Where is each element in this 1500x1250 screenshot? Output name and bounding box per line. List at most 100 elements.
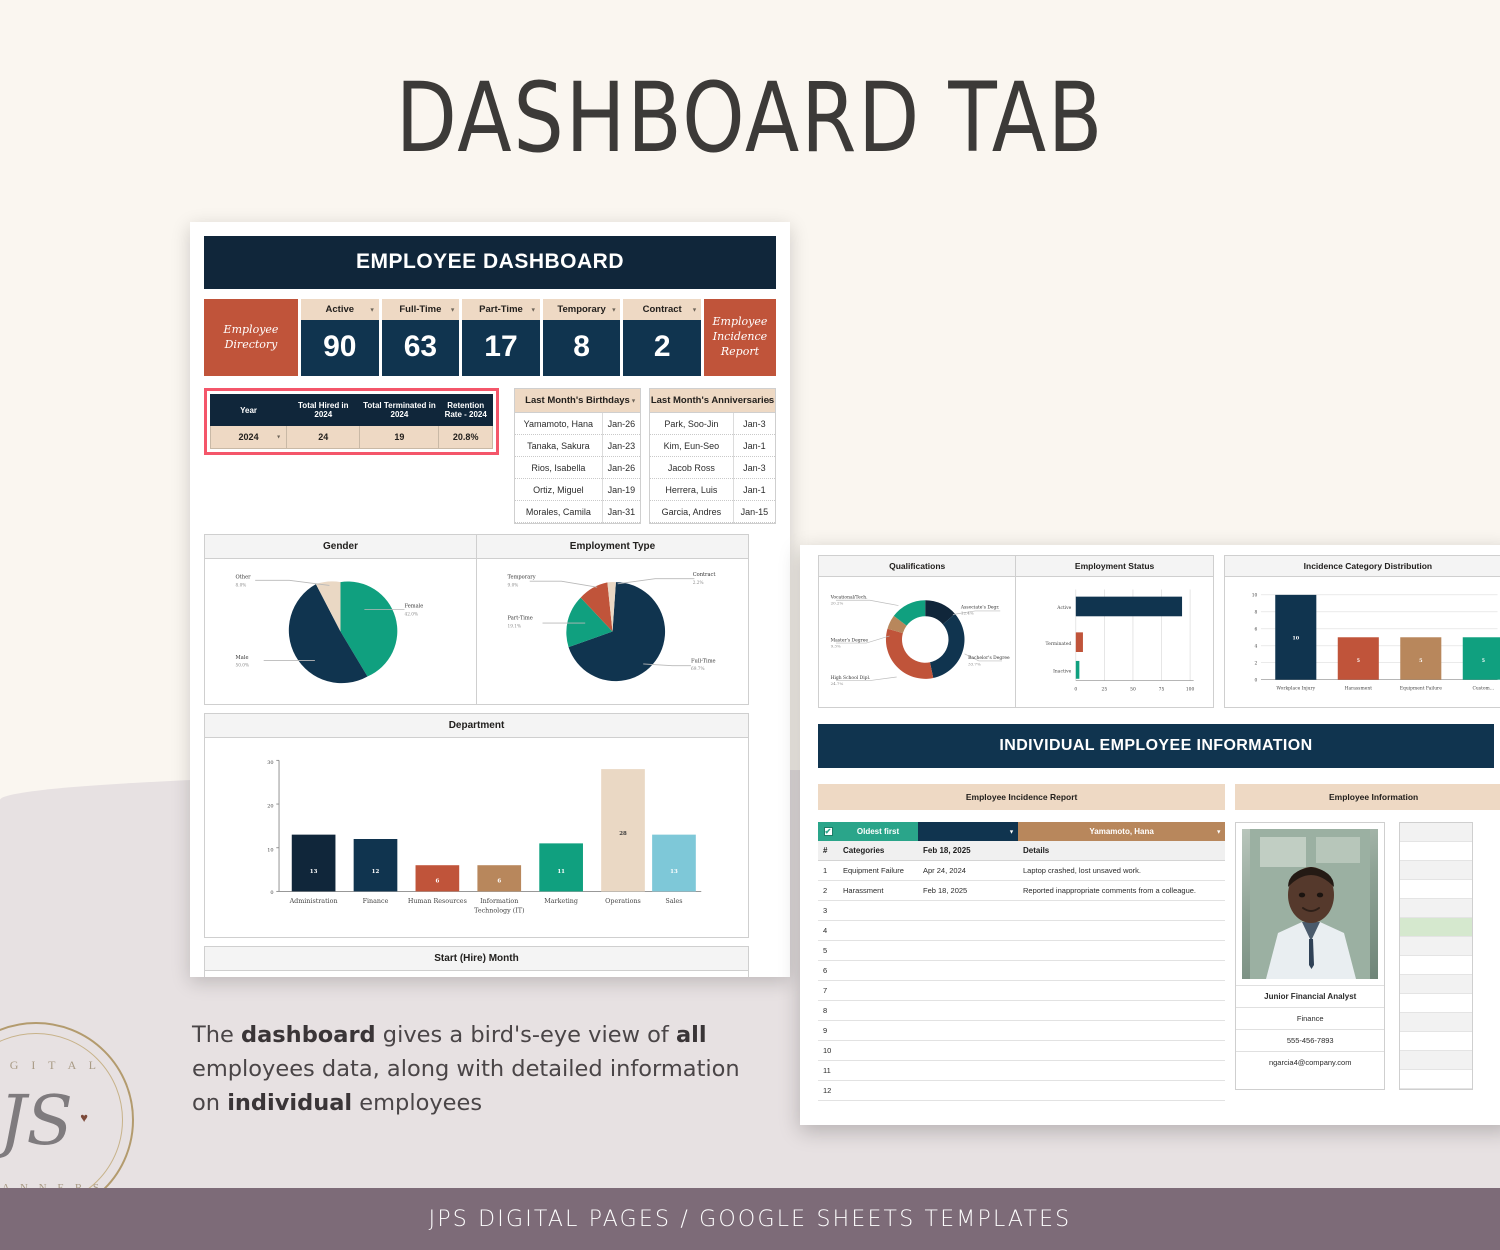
employment-status-chart-body: Active Terminated Inactive 0 25 50 75 10… [1015, 577, 1212, 707]
page-footer: JPS DIGITAL PAGES / GOOGLE SHEETS TEMPLA… [0, 1188, 1500, 1250]
kpi-label[interactable]: Contract ▾ [623, 299, 701, 320]
cell-date [918, 1020, 1018, 1041]
field-row[interactable] [1400, 1032, 1473, 1051]
table-row[interactable]: 3 [818, 900, 1226, 921]
list-item: Tanaka, Sakura Jan-23 [515, 434, 640, 457]
cell-category [838, 960, 918, 981]
incidence-category-panel: Incidence Category Distribution 0 2 4 [1223, 555, 1500, 708]
filter-dropdown[interactable]: ▾ [918, 822, 1018, 841]
col-total-terminated: Total Terminated in 2024 [359, 394, 440, 426]
birthday-date: Jan-26 [602, 413, 640, 435]
cell-index: 2 [818, 880, 838, 901]
table-row[interactable]: 6 [818, 960, 1226, 981]
bar-sales [652, 834, 696, 892]
table-row[interactable]: 11 [818, 1060, 1226, 1081]
pie-label-other: Other [236, 575, 252, 581]
field-row[interactable] [1400, 956, 1473, 975]
employee-department: Finance [1236, 1007, 1385, 1030]
field-row[interactable] [1400, 1013, 1473, 1032]
field-row[interactable] [1400, 975, 1473, 994]
field-row[interactable] [1400, 842, 1473, 861]
sort-order-button[interactable]: Oldest first [838, 822, 918, 841]
chevron-down-icon: ▾ [692, 307, 696, 313]
col-retention-rate: Retention Rate - 2024 [438, 394, 493, 426]
cell-category [838, 1060, 918, 1081]
x-tick-2: 50 [1131, 686, 1137, 692]
table-row[interactable]: 9 [818, 1020, 1226, 1041]
table-row[interactable]: 8 [818, 1000, 1226, 1021]
cell-details [1018, 960, 1226, 981]
anniversary-date: Jan-1 [733, 434, 775, 457]
table-header-row: Year Total Hired in 2024 Total Terminate… [209, 394, 493, 426]
bar-value-sales: 13 [670, 869, 678, 875]
bar-value-custom: 5 [1481, 658, 1485, 664]
cell-index: 12 [818, 1080, 838, 1101]
kpi-label-text: Active [325, 304, 355, 315]
list-item: Yamamoto, Hana Jan-26 [515, 413, 640, 435]
select-all-checkbox[interactable]: ✔ [818, 822, 838, 841]
field-row[interactable] [1400, 937, 1473, 956]
list-item: Morales, Camila Jan-31 [515, 500, 640, 523]
panel-headers: Qualifications Employment Status [819, 556, 1213, 577]
y-tick-0: 0 [270, 890, 273, 896]
donut-value-masters: 9.3% [831, 644, 841, 649]
employment-type-chart-body: Full-Time 69.7% Part-Time 19.1% Temporar… [477, 559, 748, 704]
cell-category [838, 1000, 918, 1021]
table-row[interactable]: 5 [818, 940, 1226, 961]
y-tick-2: 20 [267, 804, 273, 810]
caption-part-bold: dashboard [241, 1022, 376, 1048]
start-month-chart-title: Start (Hire) Month [205, 947, 748, 971]
table-row[interactable]: 4 [818, 920, 1226, 941]
cell-index: 4 [818, 920, 838, 941]
bar-marketing [539, 843, 583, 892]
field-row[interactable] [1400, 861, 1473, 880]
donut-value-associates: 12.4% [961, 611, 974, 616]
anniversaries-header[interactable]: Last Month's Anniversaries ▾ [650, 389, 775, 413]
kpi-label[interactable]: Part-Time ▾ [462, 299, 540, 320]
cell-index: 8 [818, 1000, 838, 1021]
employee-incidence-report-button[interactable]: Employee Incidence Report [703, 299, 776, 376]
table-row[interactable]: 12 [818, 1080, 1226, 1101]
bar-value-harassment: 5 [1356, 658, 1360, 664]
footer-text: JPS DIGITAL PAGES / GOOGLE SHEETS TEMPLA… [428, 1206, 1072, 1232]
field-row[interactable] [1400, 1051, 1473, 1070]
field-row[interactable] [1400, 994, 1473, 1013]
birthdays-header[interactable]: Last Month's Birthdays ▾ [515, 389, 640, 413]
field-row[interactable] [1400, 1070, 1473, 1089]
kpi-contract: Contract ▾ 2 [623, 299, 701, 376]
birthday-date: Jan-23 [602, 434, 640, 457]
field-row-highlighted[interactable] [1400, 918, 1473, 937]
col-year: Year [209, 394, 288, 426]
cell-category [838, 980, 918, 1001]
employee-name-dropdown[interactable]: Yamamoto, Hana ▾ [1018, 822, 1226, 841]
table-row[interactable]: 7 [818, 980, 1226, 1001]
kpi-label[interactable]: Active ▾ [301, 299, 379, 320]
cell-date [918, 920, 1018, 941]
hbar-label-active: Active [1057, 605, 1072, 611]
bar-value-human-resources: 6 [435, 878, 439, 884]
anniversary-date: Jan-3 [733, 456, 775, 479]
field-row[interactable] [1400, 880, 1473, 899]
anniversaries-rows: Park, Soo-Jin Jan-3 Kim, Eun-Seo Jan-1 Jac… [650, 413, 775, 523]
cell-category [838, 1080, 918, 1101]
kpi-label[interactable]: Temporary ▾ [542, 299, 621, 320]
kpi-label-text: Contract [642, 304, 682, 315]
bar-value-finance: 12 [372, 869, 380, 875]
anniversary-date: Jan-1 [733, 478, 775, 501]
employee-directory-button[interactable]: Employee Directory [204, 299, 298, 376]
table-row[interactable]: 2 Harassment Feb 18, 2025 Reported inapprop… [818, 880, 1226, 901]
table-row[interactable]: 10 [818, 1040, 1226, 1061]
department-chart-title: Department [205, 714, 748, 738]
panel-bodies: Associate's Degr. 12.4% Bachelor's Degre… [819, 577, 1213, 707]
field-row[interactable] [1400, 899, 1473, 918]
individual-info-row: Employee Incidence Report ✔ Oldest first… [818, 784, 1500, 1101]
kpi-label[interactable]: Full-Time ▾ [381, 299, 460, 320]
field-row[interactable] [1400, 823, 1473, 842]
y-tick-5: 10 [1252, 593, 1258, 599]
birthdays-rows: Yamamoto, Hana Jan-26 Tanaka, Sakura Jan-2… [515, 413, 640, 523]
table-row[interactable]: 1 Equipment Failure Apr 24, 2024 Laptop cra… [818, 860, 1226, 881]
birthday-name: Ortiz, Miguel [515, 478, 603, 501]
cell-date [918, 900, 1018, 921]
year-dropdown[interactable]: 2024 ▾ [209, 425, 288, 449]
pie-charts-row: Gender Female 42.0% Male [204, 534, 749, 705]
